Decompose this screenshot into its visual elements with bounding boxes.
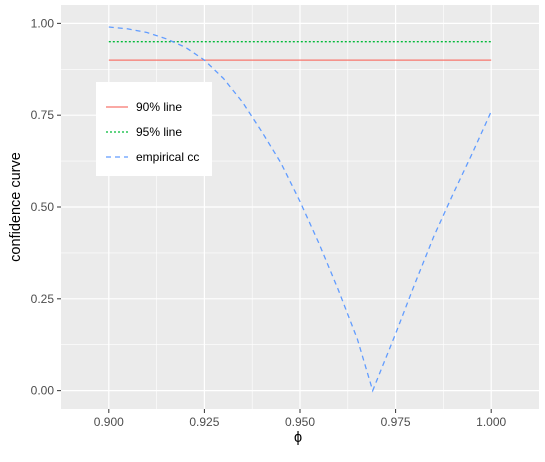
y-tick-label: 0.25: [31, 292, 55, 306]
y-tick-label: 0.50: [31, 200, 55, 214]
legend: 90% line 95% line empirical cc: [96, 82, 212, 176]
x-axis-title: ϕ: [294, 430, 302, 446]
x-tick-label: 0.925: [189, 415, 219, 429]
legend-background: [96, 82, 212, 176]
y-tick-label: 0.75: [31, 108, 55, 122]
x-axis: 0.900 0.925 0.950 0.975 1.000: [94, 409, 507, 429]
legend-label: 90% line: [136, 100, 182, 114]
y-tick-label: 1.00: [31, 16, 55, 30]
legend-label: 95% line: [136, 125, 182, 139]
x-tick-label: 0.975: [381, 415, 411, 429]
legend-label: empirical cc: [136, 150, 199, 164]
series-layer: [108, 26, 492, 393]
y-axis: 0.00 0.25 0.50 0.75 1.00: [31, 16, 61, 398]
series-line-2: [108, 26, 492, 393]
x-tick-label: 0.900: [94, 415, 124, 429]
y-axis-title: confidence curve: [8, 152, 24, 262]
x-tick-label: 1.000: [476, 415, 506, 429]
major-gridlines: [61, 5, 539, 409]
y-tick-label: 0.00: [31, 384, 55, 398]
x-tick-label: 0.950: [285, 415, 315, 429]
